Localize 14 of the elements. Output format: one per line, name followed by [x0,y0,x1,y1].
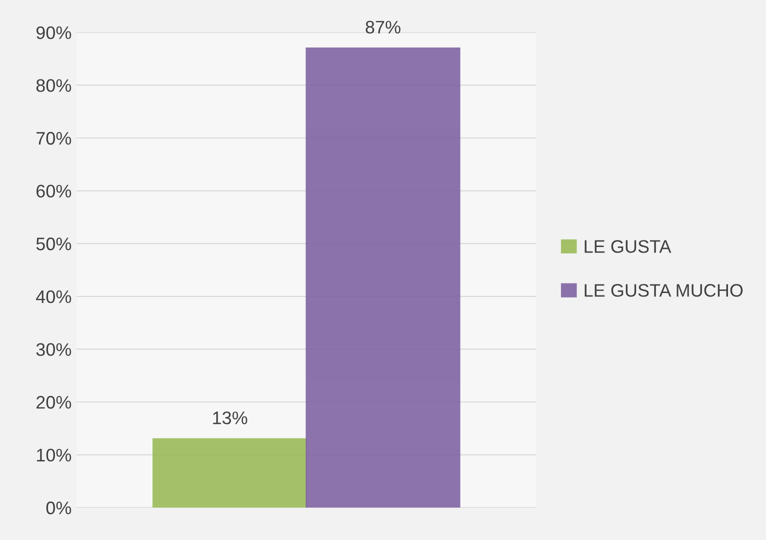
y-tick-label: 0% [46,502,72,514]
y-tick-label: 60% [36,184,72,198]
y-tick-label: 40% [36,290,72,304]
legend-label: LE GUSTA [584,240,672,253]
y-tick-label: 90% [36,26,72,40]
y-tick-label: 10% [36,448,72,462]
data-label: 87% [366,20,400,34]
y-tick-label: 50% [36,238,72,250]
y-tick-label: 20% [36,396,72,409]
legend-label: LE GUSTA MUCHO [584,284,743,297]
y-tick-label: 70% [36,132,72,145]
data-label: 13% [213,411,248,424]
y-tick-label: 80% [36,79,72,92]
y-tick-label: 30% [36,343,72,356]
